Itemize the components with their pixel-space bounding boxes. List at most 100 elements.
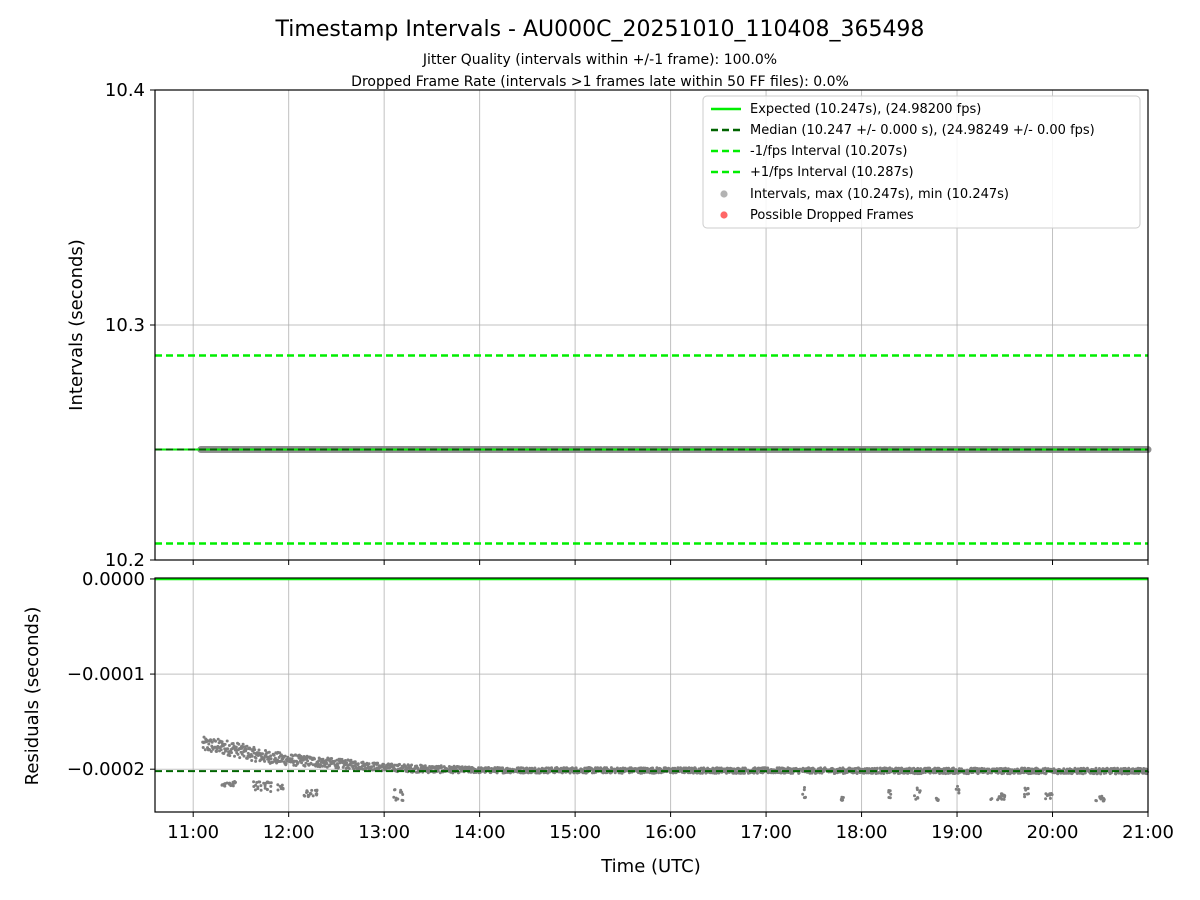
bottom-x-tick-label: 20:00	[1027, 822, 1079, 843]
residual-point	[330, 757, 334, 760]
residual-outlier-point	[269, 790, 273, 793]
residual-outlier-point	[1025, 792, 1029, 796]
residual-point	[280, 759, 284, 763]
bottom-x-tick-label: 11:00	[167, 822, 219, 843]
residual-point	[766, 766, 770, 770]
residual-point	[269, 754, 273, 758]
residual-point	[337, 765, 340, 769]
residual-point	[209, 750, 213, 753]
residual-point	[501, 766, 505, 770]
residual-point	[223, 742, 227, 746]
residual-point	[283, 754, 287, 758]
residual-point	[352, 767, 356, 771]
residual-point	[245, 744, 249, 748]
residual-outlier-point	[997, 796, 1001, 800]
residual-point	[250, 759, 254, 762]
residual-point	[495, 771, 499, 775]
residual-point	[257, 748, 261, 752]
residual-point	[203, 748, 207, 752]
residual-point	[1141, 771, 1145, 775]
residual-outlier-point	[916, 796, 920, 799]
residual-point	[944, 772, 948, 776]
residual-outlier-point	[305, 790, 309, 794]
residual-point	[225, 739, 229, 743]
residual-point	[1056, 772, 1060, 776]
residual-point	[743, 771, 746, 775]
residual-point	[367, 762, 371, 766]
residual-outlier-point	[259, 784, 263, 788]
residual-point	[250, 754, 254, 758]
legend-box	[702, 95, 1141, 229]
residual-point	[409, 766, 413, 770]
residual-outlier-point	[263, 784, 267, 788]
residual-outlier-point	[255, 781, 259, 784]
residual-point	[226, 747, 230, 751]
residual-outlier-point	[306, 793, 310, 797]
residual-outlier-point	[254, 783, 258, 787]
residual-point	[228, 754, 232, 758]
top-y-ticks: 10.2 10.3 10.4	[105, 80, 155, 571]
bottom-y-axis-label: Residuals (seconds)	[22, 607, 43, 786]
residual-point	[254, 756, 258, 760]
residual-outlier-point	[258, 780, 262, 784]
residual-outlier-point	[839, 798, 843, 802]
residual-point	[317, 759, 321, 763]
residual-outlier-point	[913, 794, 916, 798]
residual-outlier-point	[999, 792, 1003, 796]
top-y-tick-label: 10.3	[105, 315, 145, 336]
residual-outlier-point	[269, 784, 273, 788]
bottom-panel-grid	[155, 578, 1149, 812]
residual-point	[222, 752, 226, 755]
residual-outlier-point	[280, 783, 284, 787]
bottom-x-tick-label: 15:00	[549, 822, 601, 843]
residual-point	[216, 737, 220, 741]
legend-swatch-dropped	[720, 211, 728, 219]
residual-outlier-point	[954, 787, 958, 791]
residual-outlier-point	[252, 780, 256, 784]
residual-point	[303, 764, 307, 768]
residual-outlier-point	[401, 793, 405, 796]
residual-point	[215, 750, 218, 753]
residual-point	[253, 748, 257, 752]
residual-outlier-point	[310, 788, 314, 792]
residual-outlier-point	[957, 791, 961, 795]
residual-point	[210, 740, 214, 744]
residual-point	[730, 767, 734, 771]
residual-outlier-point	[888, 796, 892, 800]
residual-outlier-point	[1100, 794, 1104, 798]
residual-point	[254, 759, 258, 763]
residual-point	[986, 771, 990, 775]
residual-point	[1094, 766, 1098, 770]
residual-outlier-point	[802, 788, 806, 792]
residual-point	[928, 766, 932, 770]
residual-point	[1083, 771, 1087, 775]
residual-point	[356, 762, 360, 766]
chart-subtitle-jitter: Jitter Quality (intervals within +/-1 fr…	[422, 52, 777, 68]
residual-outlier-point	[233, 781, 237, 784]
residual-point	[230, 751, 233, 755]
residual-outlier-point	[1045, 793, 1049, 797]
residual-outlier-point	[1048, 792, 1052, 796]
residual-outlier-point	[276, 783, 280, 787]
residual-point	[791, 771, 795, 775]
residual-outlier-point	[1048, 796, 1052, 800]
bottom-x-tick-label: 14:00	[454, 822, 506, 843]
residual-outlier-point	[399, 788, 403, 792]
bottom-y-tick-label: −0.0002	[67, 759, 145, 780]
residual-outlier-point	[396, 797, 400, 801]
bottom-x-tick-label: 12:00	[263, 822, 315, 843]
bottom-plot-frame	[154, 577, 1149, 813]
legend-swatch-intervals	[720, 190, 728, 198]
residual-outlier-point	[915, 786, 919, 790]
residual-point	[895, 766, 899, 770]
residual-point	[272, 753, 276, 757]
residual-outlier-point	[1024, 788, 1028, 792]
residual-point	[241, 745, 245, 749]
residual-outlier-point	[223, 784, 226, 788]
residual-point	[345, 761, 349, 765]
residual-outlier-point	[259, 788, 263, 792]
residual-point	[882, 772, 886, 775]
residual-outlier-point	[957, 788, 960, 792]
residual-point	[244, 747, 248, 751]
residual-outlier-point	[801, 792, 805, 796]
